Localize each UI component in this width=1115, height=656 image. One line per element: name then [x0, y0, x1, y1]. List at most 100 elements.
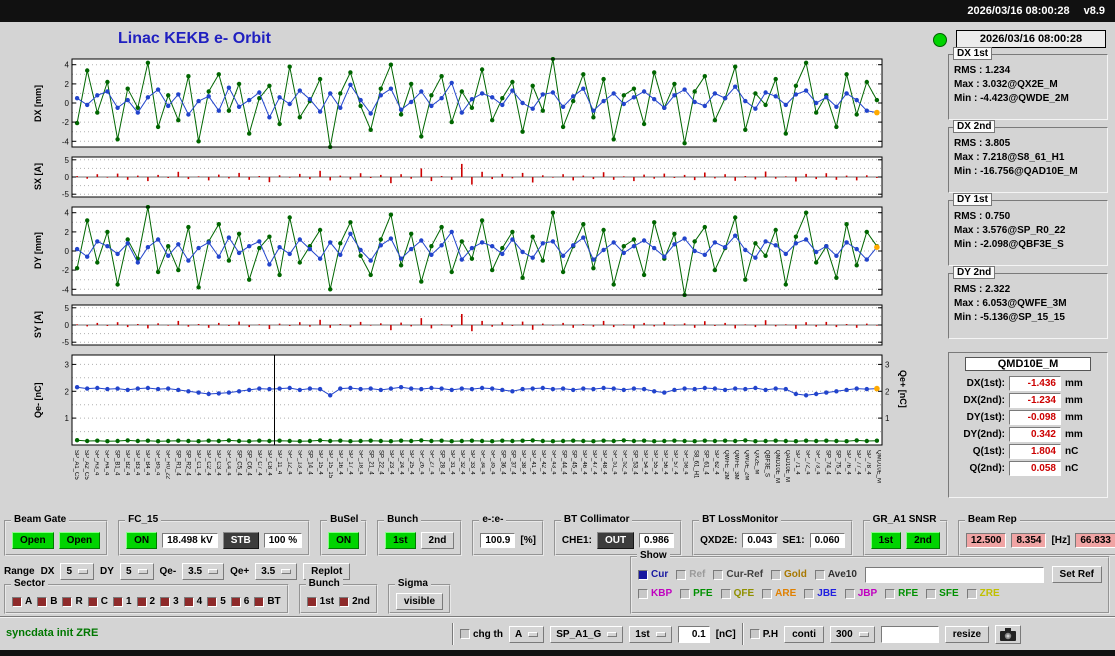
magnet-row-value: 1.804 [1009, 444, 1061, 459]
sector-bt-checkbox[interactable] [254, 596, 265, 607]
sector-item-bt[interactable]: BT [254, 596, 281, 607]
sector-title: Sector [11, 578, 49, 589]
svg-text:0: 0 [65, 99, 70, 108]
sector-item-6[interactable]: 6 [230, 596, 249, 607]
sector-item-5[interactable]: 5 [207, 596, 226, 607]
fc15-on-button[interactable]: ON [126, 531, 158, 549]
conti-button[interactable]: conti [784, 625, 824, 643]
bunch-bottom-2nd[interactable]: 2nd [339, 596, 370, 607]
gr-a1-2nd-button[interactable]: 2nd [906, 531, 940, 549]
x-axis-label: SP_C5_4 [235, 450, 242, 476]
interval-select[interactable]: 300 [830, 625, 875, 643]
fc15-stb-button[interactable]: STB [222, 531, 259, 549]
bpm-select[interactable]: SP_A1_G [550, 625, 624, 643]
show-jbe-checkbox[interactable] [804, 588, 815, 599]
x-axis-label: SP_11_4 [276, 450, 283, 475]
ph-checkbox[interactable] [749, 629, 760, 639]
status-led [933, 33, 947, 47]
sector-item-a[interactable]: A [12, 596, 32, 607]
beam-gate-open-2-button[interactable]: Open [58, 531, 101, 549]
chg-th-item[interactable]: chg th [460, 629, 503, 640]
sector-c-checkbox[interactable] [87, 596, 98, 607]
show-cur-ref-checkbox[interactable] [713, 569, 724, 580]
ph-item[interactable]: P.H [749, 629, 778, 640]
set-ref-button[interactable]: Set Ref [1051, 566, 1102, 583]
sector-item-r[interactable]: R [62, 596, 83, 607]
sy-chart-row: SY [A] 5 0 -5 [30, 303, 894, 347]
show-cur[interactable]: Cur [638, 569, 668, 580]
range-qep-label: Qe+ [230, 565, 250, 577]
show-sfe[interactable]: SFE [926, 588, 959, 599]
magnet-row: DY(1st): -0.098 mm [953, 410, 1103, 425]
sigma-visible-button[interactable]: visible [395, 593, 444, 610]
sector-item-b[interactable]: B [37, 596, 57, 607]
show-ave10[interactable]: Ave10 [814, 569, 857, 580]
chg-th-checkbox[interactable] [460, 629, 470, 639]
che1-out-button[interactable]: OUT [596, 531, 635, 549]
show-cur-checkbox[interactable] [638, 569, 648, 580]
show-qfe[interactable]: QFE [720, 588, 754, 599]
sector-6-checkbox[interactable] [230, 596, 241, 607]
show-ref-checkbox[interactable] [676, 569, 687, 580]
sector-item-2[interactable]: 2 [136, 596, 155, 607]
beam-gate-open-1-button[interactable]: Open [12, 531, 54, 549]
show-ref[interactable]: Ref [676, 569, 705, 580]
show-kbp-checkbox[interactable] [638, 588, 648, 599]
show-jbp[interactable]: JBP [844, 588, 877, 599]
set-ref-input[interactable] [864, 566, 1044, 583]
bunch-1st-checkbox[interactable] [306, 596, 317, 607]
sector-select[interactable]: A [509, 625, 545, 643]
snapshot-button[interactable] [995, 624, 1022, 644]
bunch-2nd-button[interactable]: 2nd [420, 531, 455, 549]
gr-a1-1st-button[interactable]: 1st [870, 531, 902, 549]
sector-item-3[interactable]: 3 [160, 596, 179, 607]
range-qem-value: 3.5 [188, 565, 203, 577]
show-jbe[interactable]: JBE [804, 588, 837, 599]
sector-item-c[interactable]: C [87, 596, 108, 607]
magnet-row-label: DY(2nd): [963, 429, 1005, 440]
show-are[interactable]: ARE [762, 588, 796, 599]
show-rfe[interactable]: RFE [885, 588, 918, 599]
bunch-bottom-1st[interactable]: 1st [306, 596, 334, 607]
show-rfe-checkbox[interactable] [885, 588, 896, 599]
show-pfe[interactable]: PFE [680, 588, 713, 599]
x-axis-label: SP_A2_C5 [83, 450, 90, 480]
sector-r-checkbox[interactable] [62, 596, 73, 607]
range-dx-select[interactable]: 5 [60, 562, 95, 580]
show-cur-ref[interactable]: Cur-Ref [713, 569, 763, 580]
threshold-input[interactable] [677, 625, 710, 643]
show-jbp-checkbox[interactable] [844, 588, 855, 599]
range-qep-select[interactable]: 3.5 [255, 562, 298, 580]
range-qem-select[interactable]: 3.5 [182, 562, 225, 580]
show-zre-checkbox[interactable] [966, 588, 977, 599]
show-kbp[interactable]: KBP [638, 588, 672, 599]
show-sfe-checkbox[interactable] [926, 588, 937, 599]
sector-b-checkbox[interactable] [37, 596, 48, 607]
show-gold[interactable]: Gold [771, 569, 807, 580]
fc15-title: FC_15 [125, 514, 162, 525]
x-axis-label: SP_27_4 [428, 450, 435, 475]
show-are-checkbox[interactable] [762, 588, 773, 599]
bunch-2nd-checkbox[interactable] [339, 596, 350, 607]
show-qfe-checkbox[interactable] [720, 588, 731, 599]
sector-2-checkbox[interactable] [136, 596, 147, 607]
bunch-select[interactable]: 1st [629, 625, 672, 643]
blank-entry[interactable] [880, 625, 939, 643]
sector-a-checkbox[interactable] [12, 596, 22, 607]
sector-item-1[interactable]: 1 [112, 596, 132, 607]
sector-1-checkbox[interactable] [112, 596, 123, 607]
range-dy-select[interactable]: 5 [119, 562, 154, 580]
busel-on-button[interactable]: ON [328, 531, 360, 549]
sector-4-checkbox[interactable] [183, 596, 194, 607]
sector-item-4[interactable]: 4 [183, 596, 202, 607]
bunch-1st-button[interactable]: 1st [385, 531, 416, 549]
show-pfe-checkbox[interactable] [680, 588, 691, 599]
replot-button[interactable]: Replot [303, 562, 351, 580]
show-zre[interactable]: ZRE [966, 588, 1000, 599]
show-ave10-checkbox[interactable] [814, 569, 825, 580]
resize-button[interactable]: resize [944, 625, 990, 643]
magnet-row-value: 0.058 [1009, 461, 1061, 476]
sector-5-checkbox[interactable] [207, 596, 218, 607]
sector-3-checkbox[interactable] [160, 596, 171, 607]
show-gold-checkbox[interactable] [771, 569, 782, 580]
